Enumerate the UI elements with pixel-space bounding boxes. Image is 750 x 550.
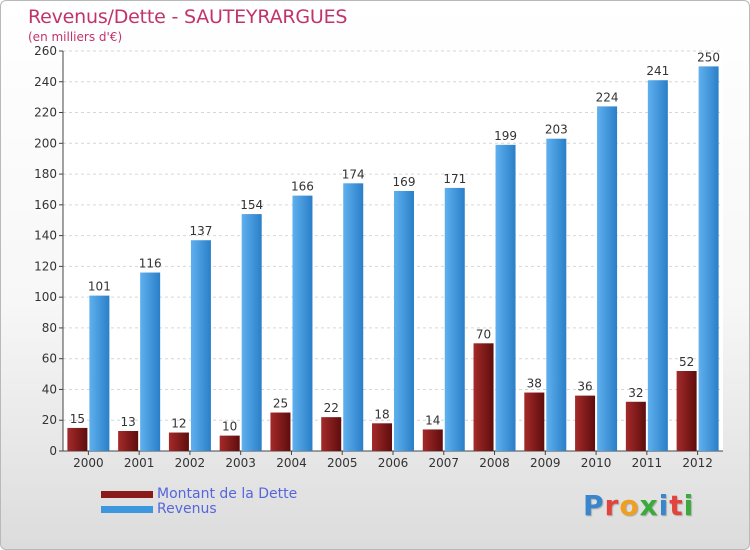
y-tick-label: 60 — [42, 352, 57, 366]
x-tick-label: 2004 — [276, 456, 307, 470]
y-tick-label: 180 — [34, 167, 57, 181]
debt-bar — [422, 429, 443, 451]
y-tick-label: 200 — [34, 136, 57, 150]
debt-value-label: 13 — [121, 415, 136, 429]
revenue-value-label: 101 — [88, 280, 111, 294]
y-tick-label: 20 — [42, 413, 57, 427]
y-tick-label: 220 — [34, 106, 57, 120]
debt-value-label: 38 — [527, 377, 542, 391]
logo-letter: r — [604, 489, 620, 522]
x-tick-label: 2002 — [175, 456, 206, 470]
x-tick-label: 2006 — [378, 456, 409, 470]
y-tick-label: 160 — [34, 198, 57, 212]
debt-bar — [372, 423, 392, 451]
revenue-value-label: 203 — [545, 123, 568, 137]
debt-bar — [625, 401, 646, 451]
revenue-bar — [394, 191, 414, 451]
plot-area — [63, 51, 723, 451]
x-tick-label: 2011 — [632, 456, 663, 470]
logo-letter: i — [658, 489, 670, 522]
debt-value-label: 14 — [425, 413, 440, 427]
legend-item-revenue: Revenus — [101, 502, 297, 517]
x-tick-label: 2000 — [73, 456, 104, 470]
debt-value-label: 10 — [222, 420, 237, 434]
revenue-value-label: 250 — [697, 50, 720, 64]
debt-value-label: 52 — [679, 355, 694, 369]
proxiti-logo: Proxiti — [583, 489, 694, 522]
debt-value-label: 70 — [476, 327, 491, 341]
revenue-value-label: 199 — [494, 129, 517, 143]
revenue-bar — [698, 66, 719, 451]
debt-bar — [575, 395, 596, 451]
logo-letter: i — [683, 489, 695, 522]
legend-swatch-debt — [101, 491, 153, 498]
x-tick-label: 2003 — [225, 456, 256, 470]
legend-swatch-revenue — [101, 506, 153, 513]
revenue-value-label: 174 — [342, 167, 365, 181]
logo-letter: x — [639, 489, 659, 522]
y-tick-label: 260 — [34, 44, 57, 58]
legend-item-debt: Montant de la Dette — [101, 487, 297, 502]
revenue-value-label: 166 — [291, 180, 314, 194]
legend-label-revenue: Revenus — [157, 501, 217, 517]
logo-letter: t — [669, 489, 684, 522]
x-tick-label: 2007 — [428, 456, 459, 470]
y-tick-label: 240 — [34, 75, 57, 89]
revenue-value-label: 241 — [646, 64, 669, 78]
x-tick-label: 2012 — [682, 456, 713, 470]
revenue-bar — [241, 214, 262, 451]
chart-subtitle: (en milliers d'€) — [28, 30, 123, 44]
revenue-value-label: 171 — [443, 172, 466, 186]
chart-title: Revenus/Dette - SAUTEYRARGUES — [28, 6, 348, 28]
revenue-bar — [343, 183, 364, 452]
debt-bar — [321, 417, 342, 451]
debt-value-label: 25 — [273, 397, 288, 411]
debt-value-label: 22 — [324, 401, 339, 415]
x-tick-label: 2001 — [124, 456, 155, 470]
logo-letter: o — [619, 489, 640, 522]
revenue-bar — [495, 144, 516, 451]
x-tick-label: 2010 — [581, 456, 612, 470]
x-tick-label: 2005 — [327, 456, 358, 470]
y-tick-label: 0 — [49, 444, 57, 458]
debt-bar — [67, 427, 88, 451]
debt-bar — [168, 432, 189, 451]
legend-label-debt: Montant de la Dette — [157, 486, 298, 502]
debt-value-label: 36 — [577, 380, 592, 394]
debt-bar — [676, 371, 697, 451]
debt-bar — [270, 412, 291, 451]
revenue-bar — [89, 295, 110, 451]
y-tick-label: 80 — [42, 321, 57, 335]
y-tick-label: 140 — [34, 229, 57, 243]
y-tick-label: 100 — [34, 290, 57, 304]
debt-bar — [473, 343, 494, 451]
revenue-bar — [140, 272, 161, 451]
y-tick-label: 120 — [34, 259, 57, 273]
chart-legend: Montant de la Dette Revenus — [101, 487, 297, 517]
debt-bar — [219, 435, 240, 451]
revenue-value-label: 154 — [240, 198, 263, 212]
revenue-bar — [190, 240, 211, 451]
revenue-value-label: 169 — [393, 175, 416, 189]
debt-value-label: 12 — [171, 417, 186, 431]
x-tick-label: 2008 — [479, 456, 510, 470]
revenue-bar — [292, 195, 313, 451]
debt-bar — [118, 431, 139, 451]
revenue-value-label: 137 — [189, 224, 212, 238]
debt-value-label: 32 — [628, 386, 643, 400]
debt-value-label: 18 — [374, 407, 389, 421]
logo-letter: P — [583, 489, 605, 522]
revenue-value-label: 116 — [139, 257, 162, 271]
revenue-bar — [597, 106, 618, 451]
x-tick-label: 2009 — [530, 456, 561, 470]
debt-bar — [524, 392, 545, 451]
revenue-bar — [444, 187, 465, 451]
debt-value-label: 15 — [70, 412, 85, 426]
revenue-bar — [647, 80, 668, 451]
revenue-value-label: 224 — [596, 90, 619, 104]
revenue-bar — [546, 138, 567, 451]
y-tick-label: 40 — [42, 382, 57, 396]
